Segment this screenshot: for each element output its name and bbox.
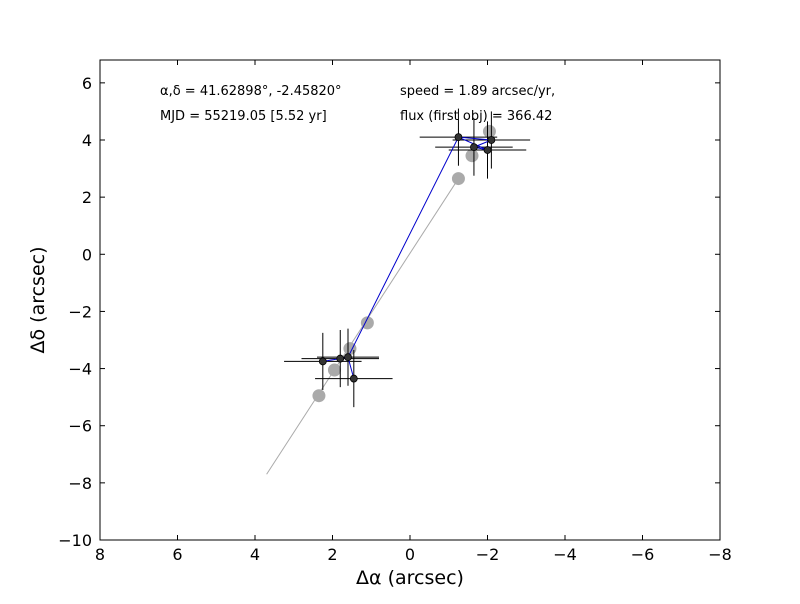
model-point [327, 363, 341, 377]
y-tick-label: −10 [58, 531, 92, 550]
x-axis-label: Δα (arcsec) [356, 567, 464, 589]
observed-point [318, 357, 327, 366]
y-tick-label: −4 [68, 360, 92, 379]
axis-ticks: 8 6 4 2 0 −2 −4 −6 −8 −10 −8 −6 −4 −2 0 2 4 6 [58, 60, 732, 564]
observed-point [483, 146, 492, 154]
model-point [482, 124, 496, 138]
annotation-speed: speed = 1.89 arcsec/yr, [400, 84, 555, 99]
y-tick-label: 6 [82, 74, 92, 93]
observed-point [336, 354, 345, 363]
model-point [312, 389, 326, 403]
y-tick-label: −2 [68, 302, 92, 321]
y-tick-label: 2 [82, 188, 92, 207]
observed-point [349, 374, 358, 383]
x-tick-label: 0 [405, 545, 415, 564]
plot-marks [266, 108, 531, 475]
observed-path-line [322, 136, 492, 379]
y-tick-label: 0 [82, 245, 92, 264]
model-point [360, 316, 374, 330]
observed-point [454, 133, 463, 142]
observed-point [487, 136, 496, 144]
x-tick-label: 2 [327, 545, 337, 564]
x-tick-label: −2 [476, 545, 500, 564]
x-tick-label: −8 [708, 545, 732, 564]
y-tick-label: −6 [68, 417, 92, 436]
y-tick-label: −8 [68, 474, 92, 493]
observed-point [470, 143, 478, 152]
annotation-coords: α,δ = 41.62898°, -2.45820° [160, 84, 342, 99]
annotation-mjd: MJD = 55219.05 [5.52 yr] [160, 109, 327, 124]
model-point [465, 149, 479, 163]
x-tick-label: −6 [631, 545, 655, 564]
model-point [451, 172, 465, 186]
x-tick-label: −4 [553, 545, 577, 564]
x-tick-label: 6 [172, 545, 182, 564]
x-tick-label: 4 [250, 545, 260, 564]
x-tick-label: 8 [95, 545, 105, 564]
observed-point [344, 353, 352, 362]
y-axis-label: Δδ (arcsec) [27, 246, 49, 353]
annotation-flux: flux (first obj) = 366.42 [400, 109, 552, 124]
y-tick-label: 4 [82, 131, 92, 150]
